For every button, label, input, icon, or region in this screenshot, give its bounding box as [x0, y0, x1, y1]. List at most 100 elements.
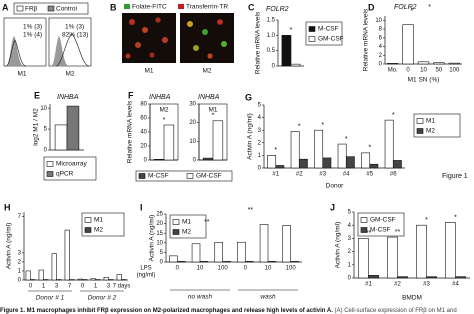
group-label: Donor # 2 [88, 295, 117, 302]
y-tick-label: 8 [379, 27, 383, 33]
x-tick-label: #1 [272, 172, 279, 178]
x-row-label: LPS [140, 266, 151, 272]
bar [66, 105, 80, 151]
y-tick-label: 80 [140, 102, 147, 108]
x-tick-label: Mo. [388, 68, 398, 74]
y-axis-label: Relative mRNA levels [127, 100, 134, 163]
x-tick-label: 10 [265, 266, 272, 272]
x-tick-label: 10 [197, 266, 204, 272]
y-axis-label: Activin A (ng/ml) [6, 223, 13, 270]
bar [237, 241, 246, 263]
y-axis-label: Activin A (ng/ml) [335, 222, 342, 269]
legend-label: M1 [182, 219, 191, 226]
y-tick-label: 40 [140, 130, 147, 136]
y-tick-label: 20 [140, 144, 147, 150]
bar [361, 152, 371, 169]
micrograph [122, 13, 176, 63]
y-tick-label: 7 [18, 214, 22, 220]
bar [281, 35, 292, 67]
legend-box [81, 212, 125, 237]
legend-label: Control [56, 6, 78, 13]
bar [116, 274, 122, 281]
stat: 1% (3) [23, 24, 42, 31]
legend-label: GM-CSF [196, 173, 222, 180]
y-tick-label: 2 [379, 53, 383, 59]
stat: 1% (3) [65, 24, 84, 31]
legend-label: GM-CSF [370, 217, 396, 224]
chart-title: INHBA [198, 94, 220, 101]
legend-label: M-CSF [318, 26, 339, 33]
plot-label: M2 [65, 71, 74, 78]
bar [267, 261, 277, 263]
significance: * [321, 122, 324, 129]
y-tick-label: 10 [189, 139, 196, 145]
bar [177, 261, 186, 263]
legend-swatch [416, 118, 424, 124]
x-tick-label: 100 [286, 266, 297, 272]
legend-label: M-CSF [148, 173, 169, 180]
x-axis-label: BMDM [402, 295, 422, 302]
y-tick-label: 20 [189, 120, 196, 126]
x-tick-label: 0 [244, 266, 248, 272]
legend-box [135, 170, 233, 182]
significance: ** [248, 207, 254, 214]
bar [169, 255, 178, 263]
legend-swatch [84, 217, 92, 223]
x-tick-label: 50 [436, 68, 443, 74]
bar [369, 163, 379, 169]
y-tick-label: 3 [18, 250, 22, 256]
bar [245, 261, 254, 263]
x-tick-label: #4 [343, 172, 350, 178]
bar [64, 229, 70, 281]
bar [212, 120, 224, 161]
y-tick-label: 6 [379, 35, 383, 41]
y-axis-label: Activin A (ng/ml) [247, 113, 254, 160]
legend-label: M1 [94, 217, 103, 224]
y-tick-label: 1.5 [267, 18, 276, 24]
x-tick-label: #3 [319, 172, 326, 178]
chart-title: FOLR2 [266, 6, 289, 13]
y-tick-label: 3 [258, 128, 262, 134]
panel-letter: C [248, 2, 255, 12]
y-tick-label: 0 [160, 260, 164, 266]
legend-swatch [360, 217, 368, 223]
panel-letter: J [330, 202, 335, 212]
bar [90, 278, 96, 281]
x-tick-label: 7 [68, 284, 72, 290]
y-tick-label: 5 [160, 250, 164, 256]
panel-letter: E [34, 90, 40, 100]
legend-swatch [46, 161, 54, 167]
bar [445, 222, 456, 279]
bar [314, 129, 324, 169]
bar [191, 243, 201, 263]
chart-subtitle: M2 [159, 107, 168, 114]
x-tick-label: 1 [42, 284, 46, 290]
bar [290, 131, 300, 169]
x-tick-label: 3 [55, 284, 59, 290]
legend-swatch [308, 36, 316, 42]
y-tick-label: 0 [18, 278, 22, 284]
x-tick-label: 10 [420, 68, 427, 74]
x-tick-label: 100 [218, 266, 229, 272]
significance: * [411, 8, 414, 15]
y-axis-label: log2 M1 / M2 [33, 108, 40, 146]
legend-swatch [416, 128, 424, 134]
x-row-label: (ng/ml) [137, 273, 156, 279]
caption-title: Figure 1. M1 macrophages inhibit FRβ exp… [0, 308, 333, 314]
x-tick-label: #2 [296, 172, 303, 178]
y-tick-label: 5 [44, 127, 48, 133]
bar [25, 270, 31, 281]
bar [199, 261, 209, 263]
legend-box [169, 214, 207, 239]
plot-label: M1 [17, 71, 26, 78]
bar [433, 62, 445, 65]
panel-letter: A [2, 2, 9, 12]
legend-swatch [138, 173, 146, 179]
x-tick-label: #2 [394, 282, 401, 288]
y-tick-label: 10 [156, 240, 163, 246]
y-tick-label: 0 [44, 148, 48, 154]
x-tick-label: 0 [406, 68, 410, 74]
panel-letter: B [110, 2, 117, 12]
y-tick-label: 3 [348, 236, 352, 242]
y-tick-label: 0 [144, 158, 148, 164]
